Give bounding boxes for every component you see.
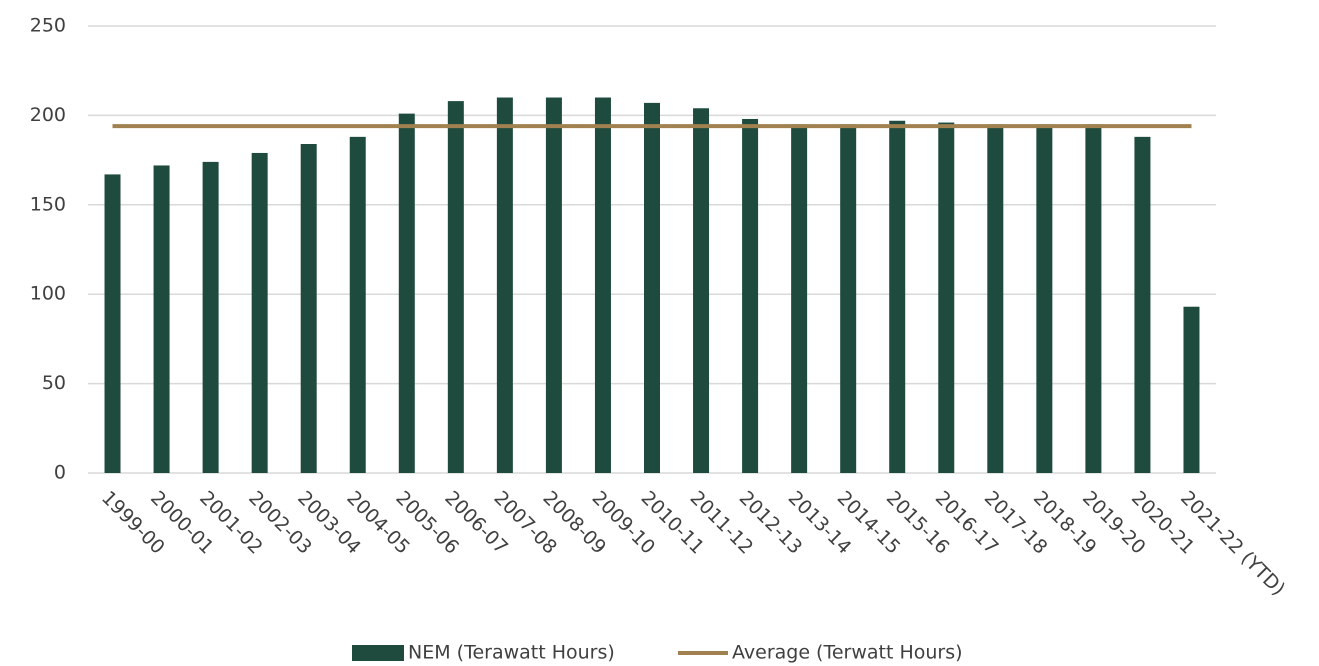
bar (889, 120, 906, 473)
bar (1134, 136, 1151, 473)
bar (938, 122, 955, 473)
legend-label: NEM (Terawatt Hours) (408, 642, 615, 664)
y-tick-label: 200 (30, 104, 66, 126)
bar (447, 101, 464, 473)
bar (398, 113, 415, 473)
bar (791, 124, 808, 473)
y-tick-label: 50 (42, 372, 66, 394)
legend-label: Average (Terwatt Hours) (732, 642, 963, 664)
bar (153, 165, 170, 474)
bar (251, 152, 268, 473)
y-tick-label: 0 (54, 462, 66, 484)
y-tick-label: 100 (30, 283, 66, 305)
bar (496, 97, 513, 474)
bar (594, 97, 611, 474)
bar (1183, 306, 1200, 473)
bar (693, 108, 710, 474)
bar (644, 102, 660, 473)
bar (1036, 124, 1053, 473)
legend-swatch (352, 645, 404, 661)
y-tick-label: 150 (30, 193, 66, 215)
bar (840, 124, 857, 473)
bar (104, 174, 121, 474)
y-tick-label: 250 (30, 15, 66, 37)
bar (300, 144, 317, 473)
bar (742, 118, 759, 473)
bar (987, 124, 1004, 473)
bar (202, 161, 219, 473)
bar (545, 97, 562, 474)
bar (1085, 124, 1102, 473)
bar (349, 136, 366, 473)
